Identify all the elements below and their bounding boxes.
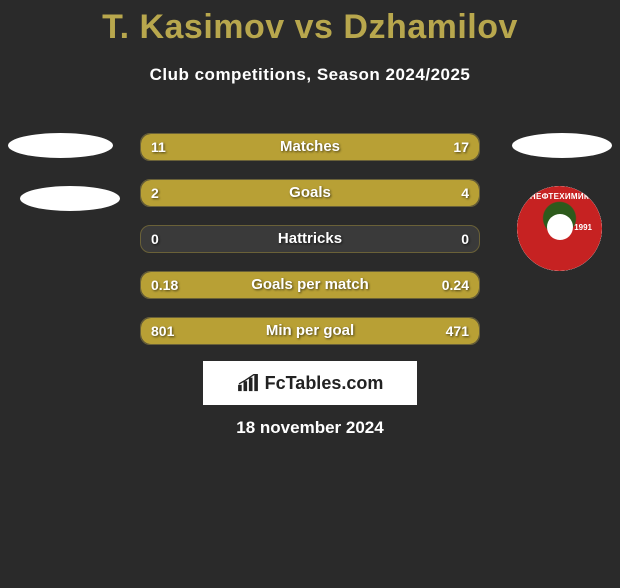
- stat-label: Goals: [141, 180, 479, 206]
- player-left-avatar-placeholder: [8, 133, 113, 158]
- club-badge-text: НЕФТЕХИМИК: [517, 192, 602, 201]
- soccer-ball-icon: [547, 214, 573, 240]
- player-left-club-placeholder: [20, 186, 120, 211]
- date-label: 18 november 2024: [0, 418, 620, 438]
- fctables-logo[interactable]: FcTables.com: [203, 361, 417, 405]
- stat-label: Min per goal: [141, 318, 479, 344]
- stat-row: 0.180.24Goals per match: [140, 271, 480, 299]
- stat-row: 24Goals: [140, 179, 480, 207]
- bar-chart-icon: [237, 374, 259, 392]
- stat-label: Goals per match: [141, 272, 479, 298]
- comparison-bars: 1117Matches 24Goals 00Hattricks 0.180.24Goa…: [140, 133, 480, 363]
- club-badge: НЕФТЕХИМИК 1991: [517, 186, 602, 271]
- club-badge-year: 1991: [574, 223, 592, 232]
- page-subtitle: Club competitions, Season 2024/2025: [0, 65, 620, 85]
- stat-row: 801471Min per goal: [140, 317, 480, 345]
- stat-row: 1117Matches: [140, 133, 480, 161]
- player-right-avatar-placeholder: [512, 133, 612, 158]
- stat-label: Hattricks: [141, 226, 479, 252]
- fctables-logo-text: FcTables.com: [265, 373, 384, 394]
- stat-label: Matches: [141, 134, 479, 160]
- page-title: T. Kasimov vs Dzhamilov: [0, 8, 620, 47]
- stat-row: 00Hattricks: [140, 225, 480, 253]
